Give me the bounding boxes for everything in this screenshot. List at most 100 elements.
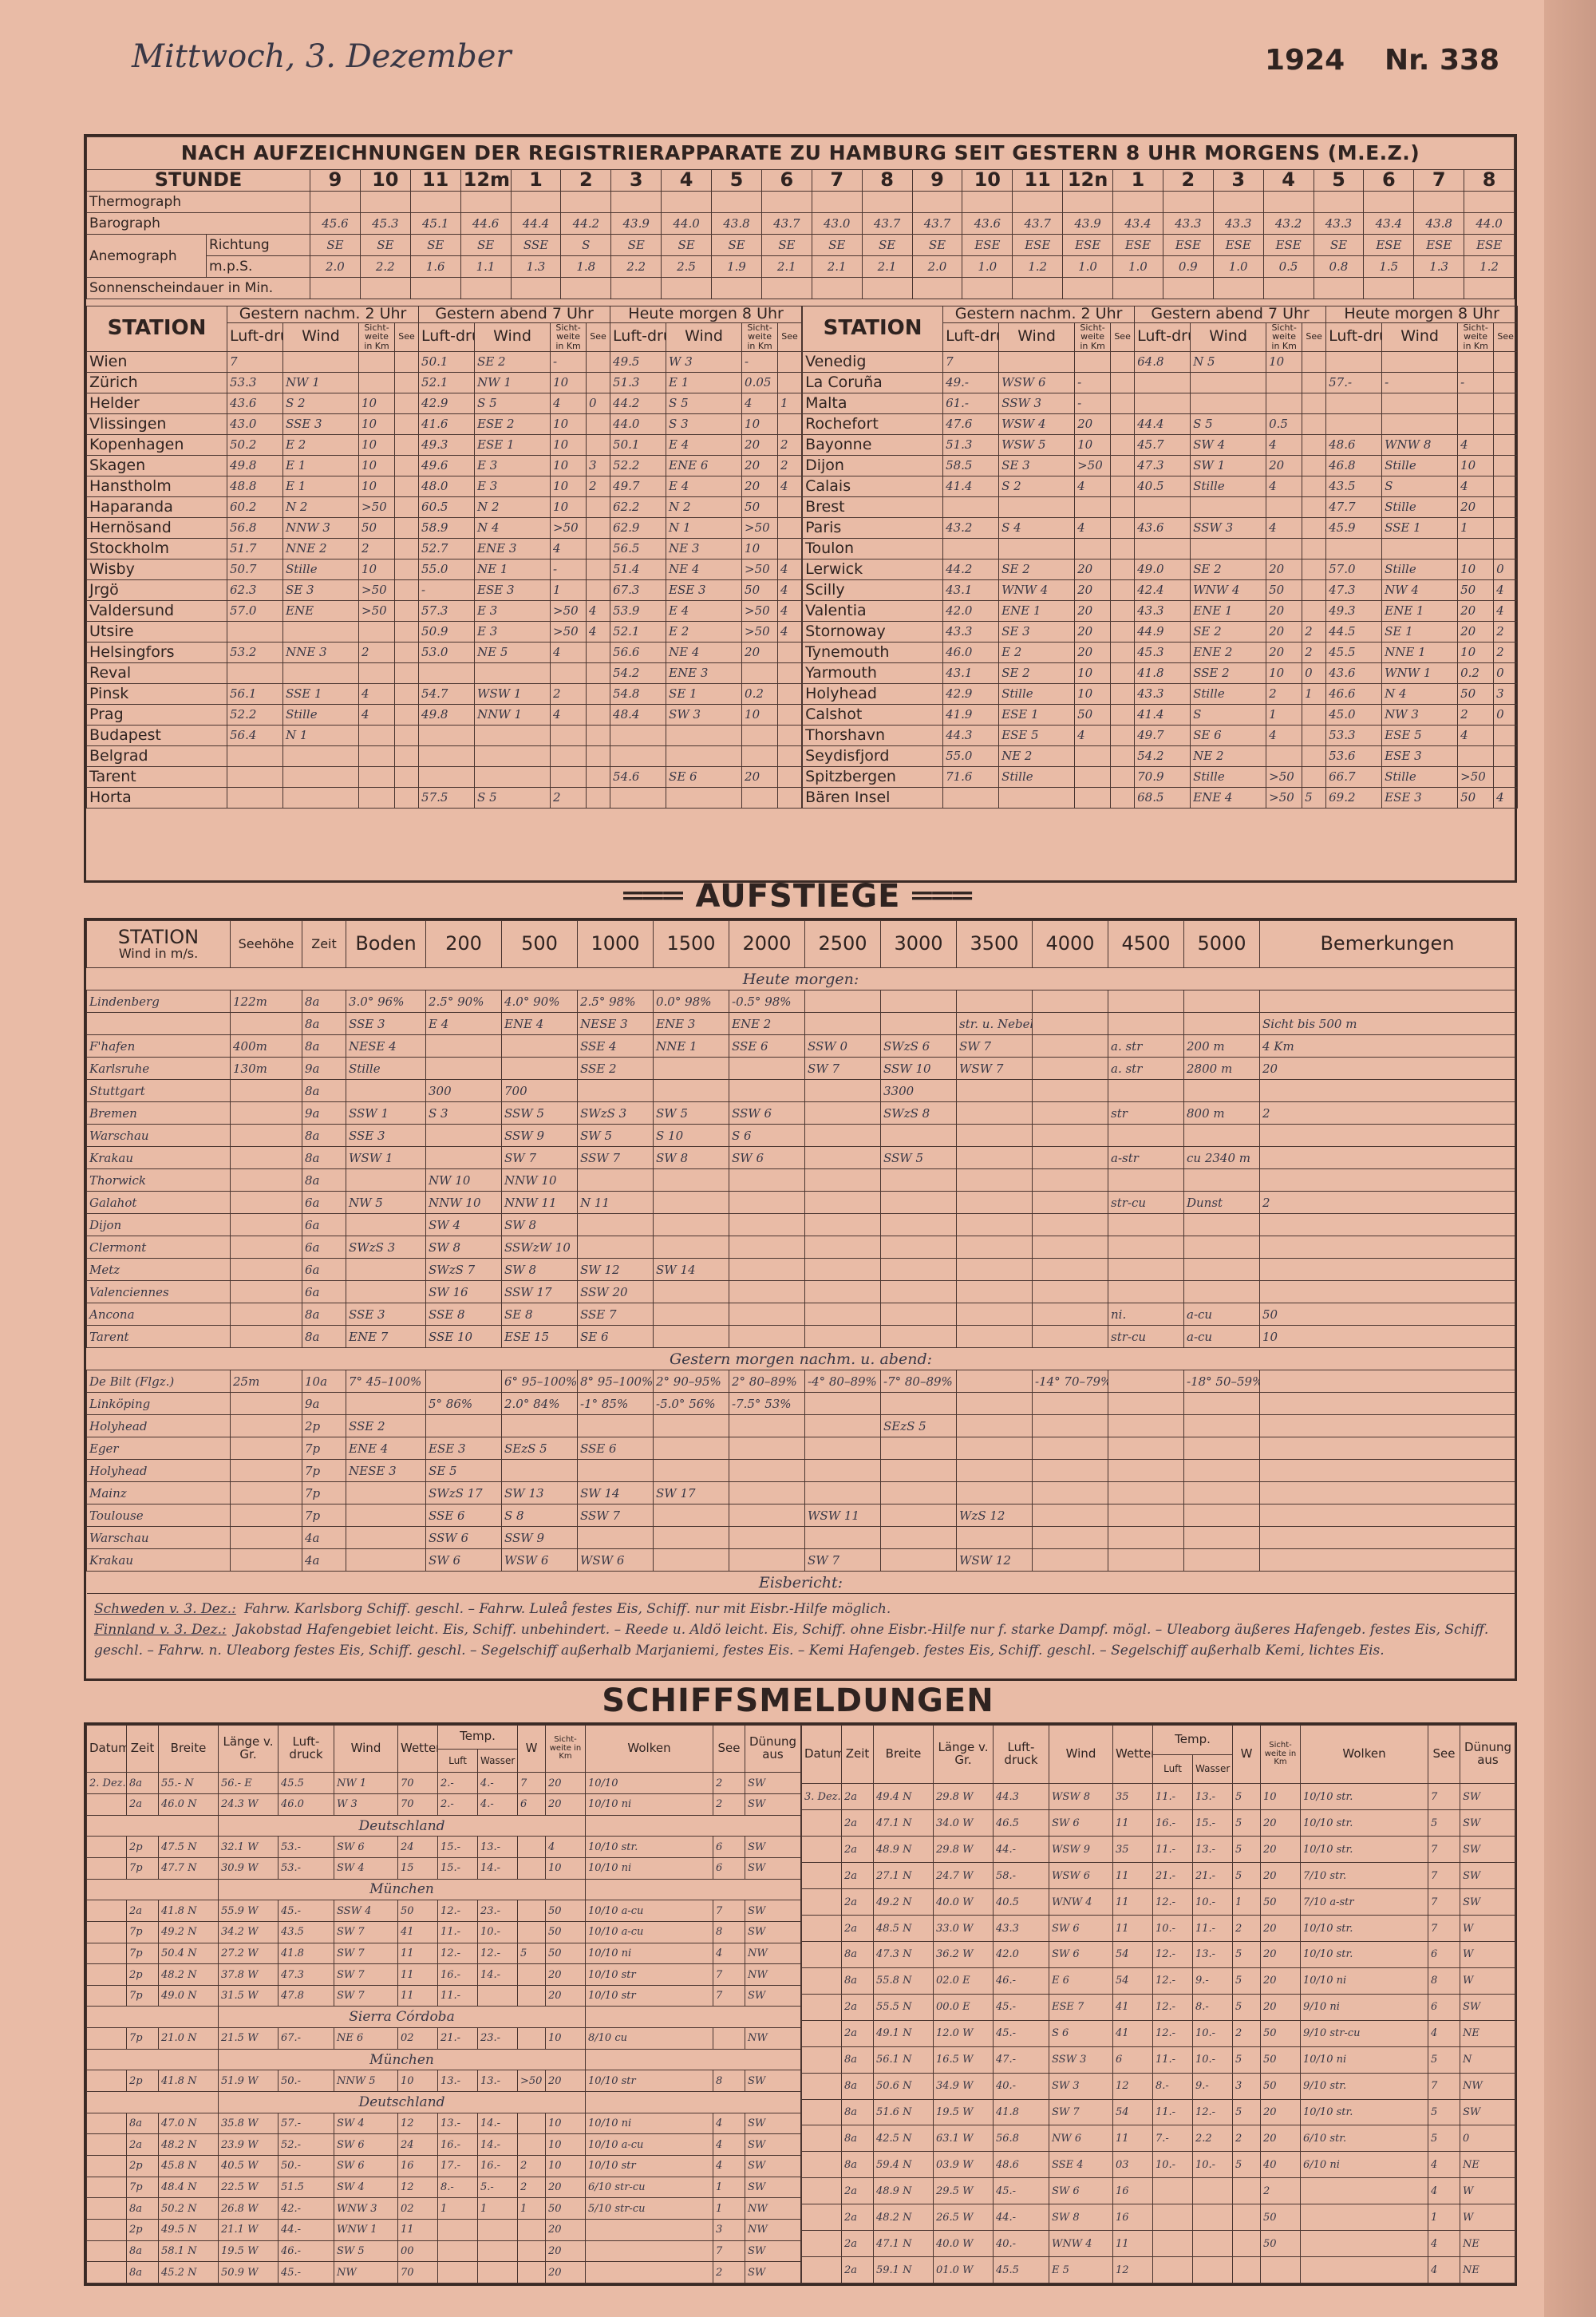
cell: 41.4 — [1134, 703, 1191, 726]
cell: E 3 — [474, 475, 551, 497]
cell: 1 — [1302, 682, 1327, 705]
value — [1162, 191, 1214, 213]
cell: E 4 — [666, 599, 743, 622]
cell: 66.7 — [1325, 765, 1383, 788]
cell — [956, 1168, 1033, 1192]
value — [310, 277, 361, 299]
hour: 10 — [359, 169, 411, 192]
cell: SE 1 — [1381, 620, 1459, 643]
cell: N 2 — [282, 496, 359, 518]
cell: SW 5 — [334, 2240, 398, 2263]
cell: 43.3 — [1134, 599, 1191, 622]
cell: Stille — [1381, 454, 1459, 476]
cell: 3300 — [880, 1079, 957, 1102]
cell: 58.9 — [418, 516, 476, 539]
cell: 8a — [302, 990, 346, 1013]
cell: 50 — [1260, 2204, 1301, 2232]
station-row: Stornoway 43.3 SE 3 20 44.9 SE 2 20 2 44.5 SE 1 20… — [802, 620, 1519, 643]
cell: 4 — [1266, 433, 1303, 456]
cell: SW 5 — [577, 1124, 654, 1147]
cell: 48.5 N — [873, 1915, 934, 1942]
cell: 56.1 N — [873, 2046, 934, 2074]
cell — [880, 1280, 957, 1303]
cell: str-cu — [1108, 1325, 1184, 1348]
cell — [1183, 1012, 1260, 1035]
cell: SSW 1 — [346, 1101, 426, 1125]
cell — [801, 1915, 842, 1942]
cell: SW 7 — [1049, 2098, 1113, 2126]
cell: 50.6 N — [873, 2072, 934, 2100]
column-label: W — [1232, 1724, 1261, 1785]
cell — [393, 620, 420, 643]
cell — [804, 990, 881, 1013]
cell — [230, 1504, 302, 1527]
cell: 4 — [1457, 724, 1495, 746]
cell: SW 4 — [334, 1857, 398, 1880]
cell — [346, 1168, 426, 1192]
row: Barograph 45.6 45.3 45.1 44.6 44.4 44.2 43.9 44.… — [86, 212, 1515, 235]
cell — [517, 2027, 546, 2050]
station-table: STATION Gestern nachm. 2 Uhr Gestern abend… — [86, 306, 803, 809]
cell: W — [1460, 2204, 1516, 2232]
cell: SW — [745, 1984, 801, 2007]
station-name: Hanstholm — [86, 475, 227, 497]
cell: 44.4 — [1134, 413, 1191, 435]
cell — [230, 1437, 302, 1460]
cell: -7.5° 53% — [729, 1392, 805, 1415]
cell: 12.- — [477, 1942, 518, 1965]
cell: E 4 — [666, 475, 743, 497]
section-title: ═══ AUFSTIEGE ═══ — [623, 878, 973, 915]
cell — [804, 1012, 881, 1035]
cell: 8a — [126, 2261, 159, 2283]
cell: 40.- — [993, 2230, 1049, 2258]
cell: Karlsruhe — [86, 1057, 231, 1080]
value: 44.4 — [510, 212, 562, 235]
cell — [230, 1146, 302, 1169]
cell: SW 8 — [653, 1146, 729, 1169]
cell — [586, 682, 611, 705]
cell: 48.2 N — [158, 2133, 219, 2156]
cell: 7p — [302, 1437, 346, 1460]
cell: SSW 0 — [804, 1034, 881, 1058]
cell: 50.7 — [227, 558, 283, 580]
cell: 0 — [1493, 703, 1519, 726]
cell — [1259, 1414, 1515, 1437]
cell: 8a — [841, 2072, 874, 2100]
cell: SW 7 — [334, 1942, 398, 1965]
ascent-row: Lindenberg 122m 8a 3.0° 96% 2.5° 90% 4.0° 90%… — [86, 990, 1515, 1013]
cell: 62.3 — [227, 579, 283, 601]
column-label: Länge v. Gr. — [933, 1724, 994, 1785]
cell: 44.5 — [1325, 620, 1383, 643]
cell: 7 — [1428, 2072, 1460, 2100]
cell: 46.0 — [942, 641, 1000, 663]
hour: 5 — [711, 169, 762, 192]
cell: 50 — [1457, 682, 1495, 705]
cell: SW 6 — [1049, 1915, 1113, 1942]
ship-row: 8a 56.1 N 16.5 W 47.- SSW 3 6 11.- 10.- 5 50 10/10… — [801, 2046, 1516, 2074]
cell — [425, 1370, 502, 1393]
cell: ESE 5 — [998, 724, 1076, 746]
cell: 29.5 W — [933, 2177, 994, 2205]
cell — [804, 1303, 881, 1326]
cell: 7 — [942, 350, 1000, 373]
cell: 0 — [1493, 662, 1519, 684]
cell: 2a — [126, 2133, 159, 2156]
cell: 10/10 str — [585, 1984, 713, 2007]
cell: 10 — [1266, 350, 1303, 373]
hour: 1 — [510, 169, 562, 192]
cell — [653, 1191, 729, 1214]
value — [962, 191, 1013, 213]
cell: Krakau — [86, 1146, 231, 1169]
cell: 8a — [302, 1124, 346, 1147]
cell: 4 — [713, 2112, 745, 2135]
section-title: SCHIFFSMELDUNGEN — [84, 1682, 1512, 1719]
cell — [1493, 516, 1519, 539]
ice-text: Jakobstad Hafengebiet leicht. Eis, Schif… — [94, 1622, 1489, 1659]
group-label: Heute morgen 8 Uhr — [610, 306, 803, 323]
value — [359, 277, 411, 299]
cell: 45.- — [278, 2261, 334, 2283]
cell — [777, 496, 803, 518]
value — [1012, 277, 1064, 299]
cell: 17.- — [437, 2154, 478, 2177]
cell — [1108, 1392, 1184, 1415]
